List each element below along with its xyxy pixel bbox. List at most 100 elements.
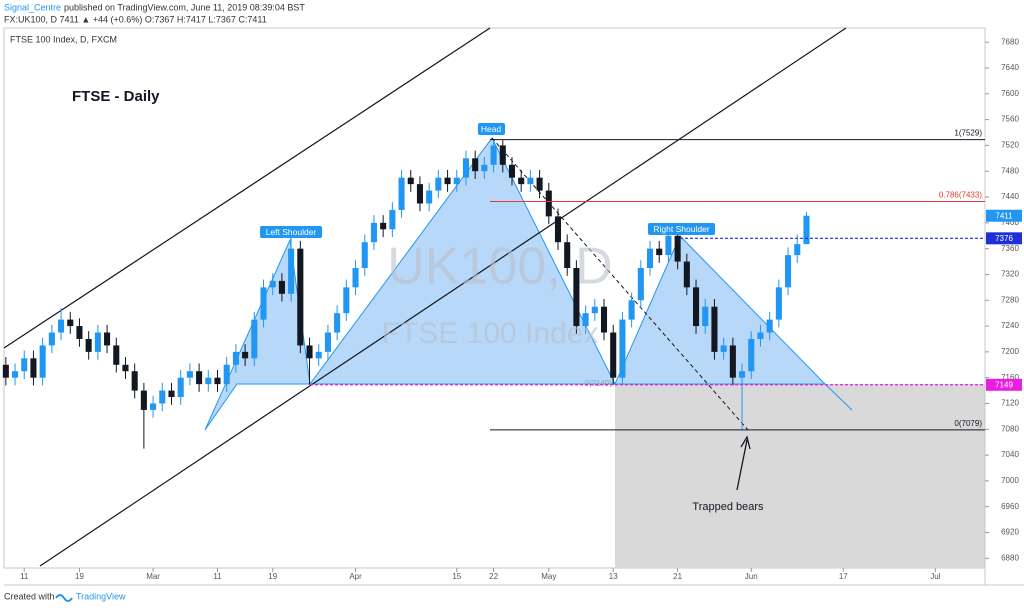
- candle-body: [573, 268, 580, 327]
- candle-body: [205, 377, 212, 385]
- x-tick-label: Jul: [930, 572, 940, 581]
- candle-body: [177, 377, 184, 398]
- candle-body: [306, 345, 313, 359]
- price-tag: [986, 232, 1022, 245]
- candle-body: [564, 242, 571, 268]
- candle-body: [242, 351, 249, 359]
- candle-body: [674, 235, 681, 262]
- candle-body: [324, 332, 331, 352]
- watermark: UK100, D: [387, 238, 612, 296]
- x-tick-label: 13: [609, 572, 618, 581]
- candle-body: [729, 345, 736, 378]
- x-tick-label: 11: [213, 572, 222, 581]
- candle-body: [407, 177, 414, 185]
- y-tick-label: 7360: [1001, 244, 1019, 253]
- candle-body: [67, 319, 74, 327]
- candle-body: [251, 319, 258, 359]
- candle-body: [297, 248, 304, 346]
- price-tag-label: 7411: [995, 211, 1013, 220]
- candle-body: [554, 216, 562, 243]
- candle-body: [739, 371, 746, 378]
- candle-body: [748, 338, 755, 372]
- y-tick-label: 6960: [1001, 502, 1019, 511]
- x-tick-label: 22: [489, 572, 498, 581]
- y-tick-label: 6880: [1001, 553, 1019, 562]
- published: published on TradingView.com, June 11, 2…: [64, 2, 305, 12]
- y-tick-label: 7040: [1001, 450, 1019, 459]
- level-label: 1(7529): [954, 129, 982, 138]
- candle-body: [646, 248, 654, 268]
- candle-body: [757, 332, 764, 339]
- y-tick-label: 7320: [1001, 270, 1019, 279]
- pattern: [204, 137, 853, 431]
- candle-body: [223, 364, 230, 385]
- label-box: [478, 123, 505, 135]
- y-tick-label: 7640: [1001, 63, 1019, 72]
- candle-body: [260, 287, 267, 320]
- y-tick-label: 7080: [1001, 424, 1019, 433]
- candle-body: [159, 390, 166, 404]
- y-tick-label: 7200: [1001, 347, 1019, 356]
- candle-body: [803, 215, 810, 245]
- right-shoulder-label: Right Shoulder: [653, 224, 709, 234]
- price-tag-label: 7376: [995, 234, 1013, 243]
- y-tick-label: 7000: [1001, 476, 1019, 485]
- candle-body: [665, 235, 672, 256]
- shaded-zone: [615, 384, 985, 568]
- projection-line: [491, 137, 749, 431]
- candle-body: [76, 326, 83, 339]
- footer-created: Created with: [4, 591, 55, 601]
- level-label: 0(7079): [954, 419, 982, 428]
- candle-body: [343, 287, 350, 314]
- chart-title: FTSE - Daily: [72, 88, 160, 105]
- candle-body: [444, 177, 451, 185]
- y-tick-label: 7280: [1001, 295, 1019, 304]
- candle-body: [619, 319, 626, 378]
- candle-body: [582, 313, 589, 327]
- channel-line: [3, 27, 491, 349]
- candle-body: [85, 338, 92, 352]
- x-tick-label: Apr: [349, 572, 362, 581]
- price-tag: [986, 209, 1022, 222]
- candle-body: [766, 319, 773, 333]
- arrow-head: [740, 435, 751, 450]
- candle-body: [30, 358, 37, 378]
- candle-body: [131, 371, 138, 391]
- candle-body: [785, 255, 792, 288]
- x-tick-label: Jun: [745, 572, 758, 581]
- candle-body: [352, 268, 359, 288]
- candle-body: [775, 287, 782, 320]
- candle-body: [702, 306, 709, 327]
- author[interactable]: Signal_Centre: [4, 2, 61, 12]
- candle-body: [48, 332, 55, 346]
- label-box: [260, 226, 322, 238]
- x-tick-label: May: [541, 572, 556, 581]
- marks: [2, 139, 810, 449]
- candle-body: [269, 280, 276, 288]
- label-box: [648, 223, 715, 235]
- candle-body: [499, 145, 506, 165]
- candle-body: [140, 390, 147, 410]
- candle-body: [380, 222, 387, 230]
- candle-body: [398, 177, 405, 210]
- candle-body: [104, 332, 111, 346]
- candle-body: [389, 209, 396, 230]
- candle-body: [361, 242, 368, 268]
- candle-body: [168, 390, 175, 398]
- y-tick-label: 7600: [1001, 89, 1019, 98]
- y-tick-label: 6920: [1001, 528, 1019, 537]
- neck-extension: [824, 383, 853, 411]
- candle-body: [334, 313, 341, 333]
- x-tick-label: Mar: [146, 572, 160, 581]
- price-tag: [986, 378, 1022, 391]
- candle-body: [536, 177, 543, 191]
- head-label: Head: [481, 124, 502, 134]
- footer-brand[interactable]: TradingView: [76, 591, 126, 601]
- candle-body: [720, 345, 727, 352]
- candle-body: [711, 306, 718, 352]
- left-shoulder-label: Left Shoulder: [266, 227, 317, 237]
- candle-body: [472, 158, 479, 172]
- x-tick-label: 19: [268, 572, 277, 581]
